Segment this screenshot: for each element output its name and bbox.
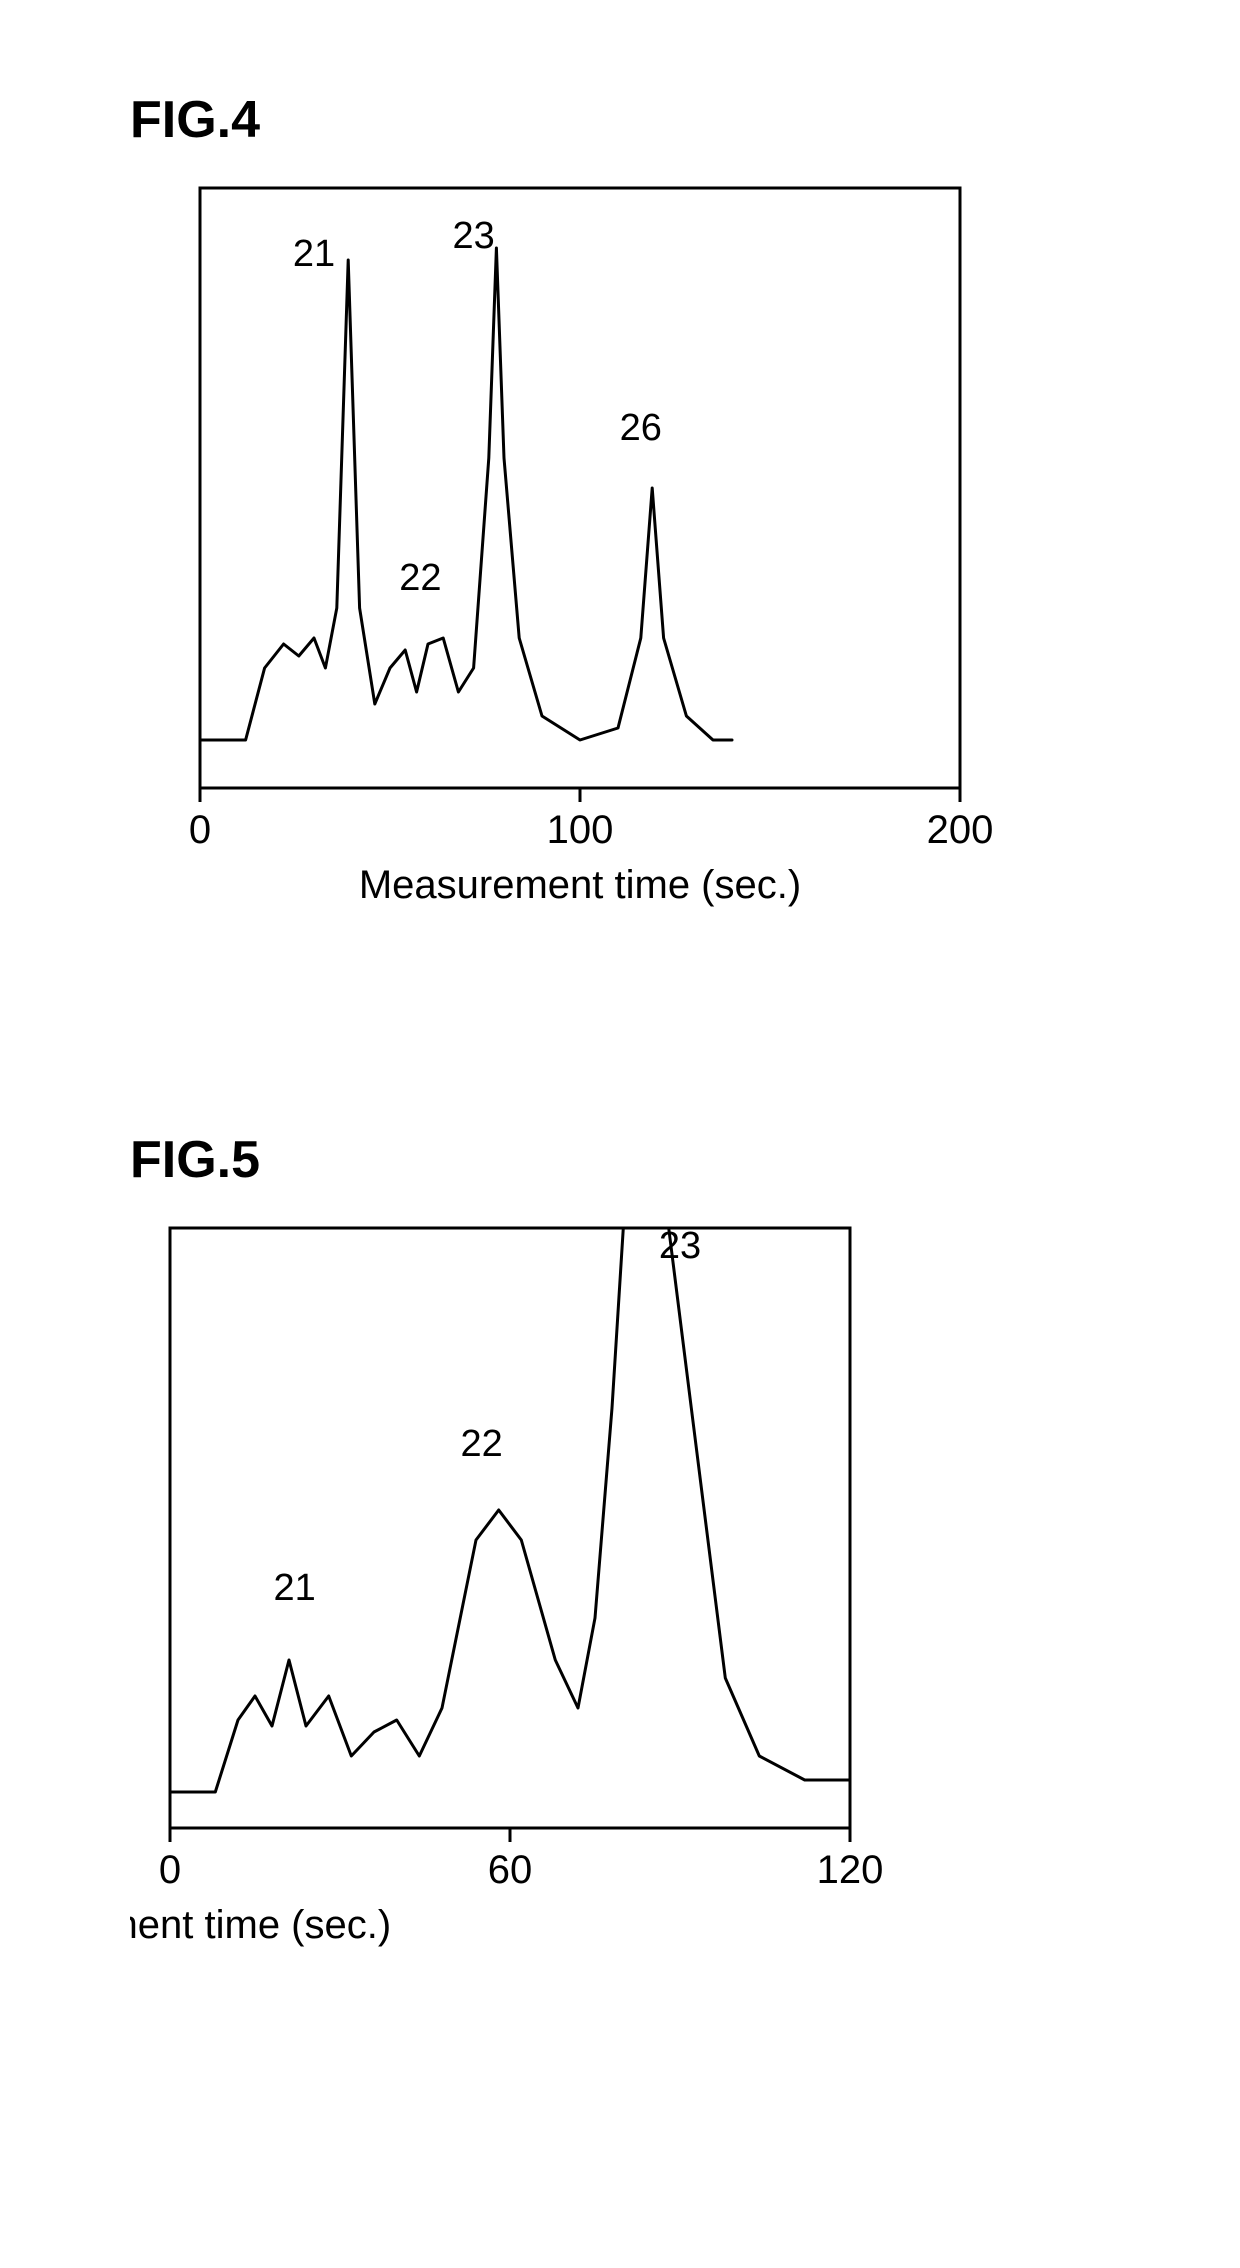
x-tick-label: 200 [927, 808, 994, 852]
peak-label: 21 [293, 233, 335, 275]
x-tick-label: 60 [488, 1848, 533, 1892]
x-axis-label: Measurement time (sec.) [359, 863, 801, 907]
figure-5-title: FIG.5 [130, 1130, 930, 1190]
figure-4: FIG.4 0 100 200 Measurement time (sec.) 21 22… [130, 90, 1030, 978]
figure-5-chart: 0 60 120 Measurement time (sec.) 21 22 23 [130, 1198, 930, 2018]
peak-label: 22 [461, 1423, 503, 1465]
x-axis-label: Measurement time (sec.) [130, 1903, 391, 1947]
figure-4-title: FIG.4 [130, 90, 1030, 150]
plot-frame [200, 188, 960, 788]
figure-5: FIG.5 0 60 120 Measurement time (sec.) 21 22 2… [130, 1130, 930, 2018]
peak-label: 26 [620, 407, 662, 449]
x-tick-label: 0 [159, 1848, 181, 1892]
peak-label: 23 [452, 215, 494, 257]
x-tick-label: 100 [547, 808, 614, 852]
peak-label: 23 [659, 1225, 701, 1267]
x-tick-label: 120 [817, 1848, 884, 1892]
x-tick-label: 0 [189, 808, 211, 852]
figure-4-chart: 0 100 200 Measurement time (sec.) 21 22 23 26 [130, 158, 1030, 978]
figure-4-svg: 0 100 200 Measurement time (sec.) 21 22 23 26 [130, 158, 1030, 978]
figure-5-svg: 0 60 120 Measurement time (sec.) 21 22 23 [130, 1198, 930, 2018]
plot-frame [170, 1228, 850, 1828]
peak-label: 21 [274, 1567, 316, 1609]
peak-label: 22 [399, 557, 441, 599]
